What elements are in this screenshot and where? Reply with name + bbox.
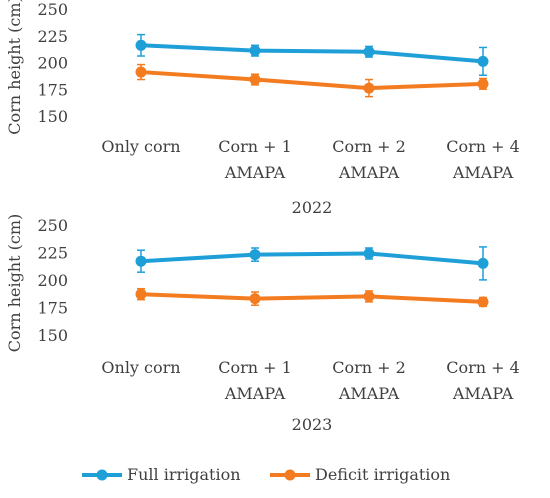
x-category-label: Corn + 4 [446, 358, 520, 377]
x-category-label: AMAPA [452, 384, 514, 403]
data-point [249, 293, 261, 305]
legend-label: Deficit irrigation [315, 465, 450, 484]
series-deficit-irrigation [135, 287, 489, 308]
panel-2022: 150 175 200 225 250 Corn height (cm) Only corn… [5, 0, 520, 217]
series-line [140, 70, 484, 91]
series-full-irrigation [135, 33, 489, 77]
y-tick-label: 250 [37, 0, 68, 19]
y-tick-label: 150 [37, 107, 68, 126]
legend-marker [96, 469, 108, 481]
x-category-label: AMAPA [452, 163, 514, 182]
legend: Full irrigation Deficit irrigation [82, 465, 450, 484]
y-tick-label: 200 [37, 271, 68, 290]
panel-title: 2023 [292, 415, 333, 434]
series-line [140, 43, 484, 64]
series-deficit-irrigation [135, 63, 489, 98]
x-category-label: Only corn [101, 137, 180, 156]
y-tick-label: 175 [37, 299, 68, 318]
x-category-label: AMAPA [338, 384, 400, 403]
data-point [135, 66, 147, 78]
x-category-label: Only corn [101, 358, 180, 377]
data-point [249, 74, 261, 86]
data-point [135, 39, 147, 51]
legend-label: Full irrigation [127, 465, 241, 484]
y-tick-label: 225 [37, 244, 68, 263]
panel-2023: 150 175 200 225 250 Corn height (cm) Only corn… [5, 214, 520, 434]
data-point [477, 296, 489, 308]
data-point [477, 55, 489, 67]
x-category-label: AMAPA [224, 163, 286, 182]
data-point [249, 45, 261, 57]
data-point [477, 257, 489, 269]
data-point [363, 248, 375, 259]
x-category-label: Corn + 1 [218, 358, 292, 377]
data-point [249, 249, 261, 261]
panel-title: 2022 [292, 198, 333, 217]
y-tick-label: 225 [37, 27, 68, 46]
data-point [135, 288, 147, 300]
y-tick-label: 175 [37, 80, 68, 99]
x-category-label: Corn + 2 [332, 358, 406, 377]
y-tick-label: 200 [37, 54, 68, 73]
x-category-label: Corn + 2 [332, 137, 406, 156]
y-axis-label: Corn height (cm) [5, 214, 24, 352]
x-category-label: AMAPA [224, 384, 286, 403]
y-tick-label: 250 [37, 216, 68, 235]
series-full-irrigation [135, 246, 489, 281]
data-point [363, 46, 375, 58]
x-category-label: Corn + 1 [218, 137, 292, 156]
data-point [363, 82, 375, 94]
x-category-label: AMAPA [338, 163, 400, 182]
series-line [140, 251, 484, 266]
y-tick-label: 150 [37, 326, 68, 345]
series-line [140, 292, 484, 304]
y-axis-label: Corn height (cm) [5, 0, 24, 135]
data-point [477, 78, 489, 90]
data-point [363, 290, 375, 302]
legend-marker [284, 469, 296, 481]
data-point [135, 255, 147, 267]
x-category-label: Corn + 4 [446, 137, 520, 156]
